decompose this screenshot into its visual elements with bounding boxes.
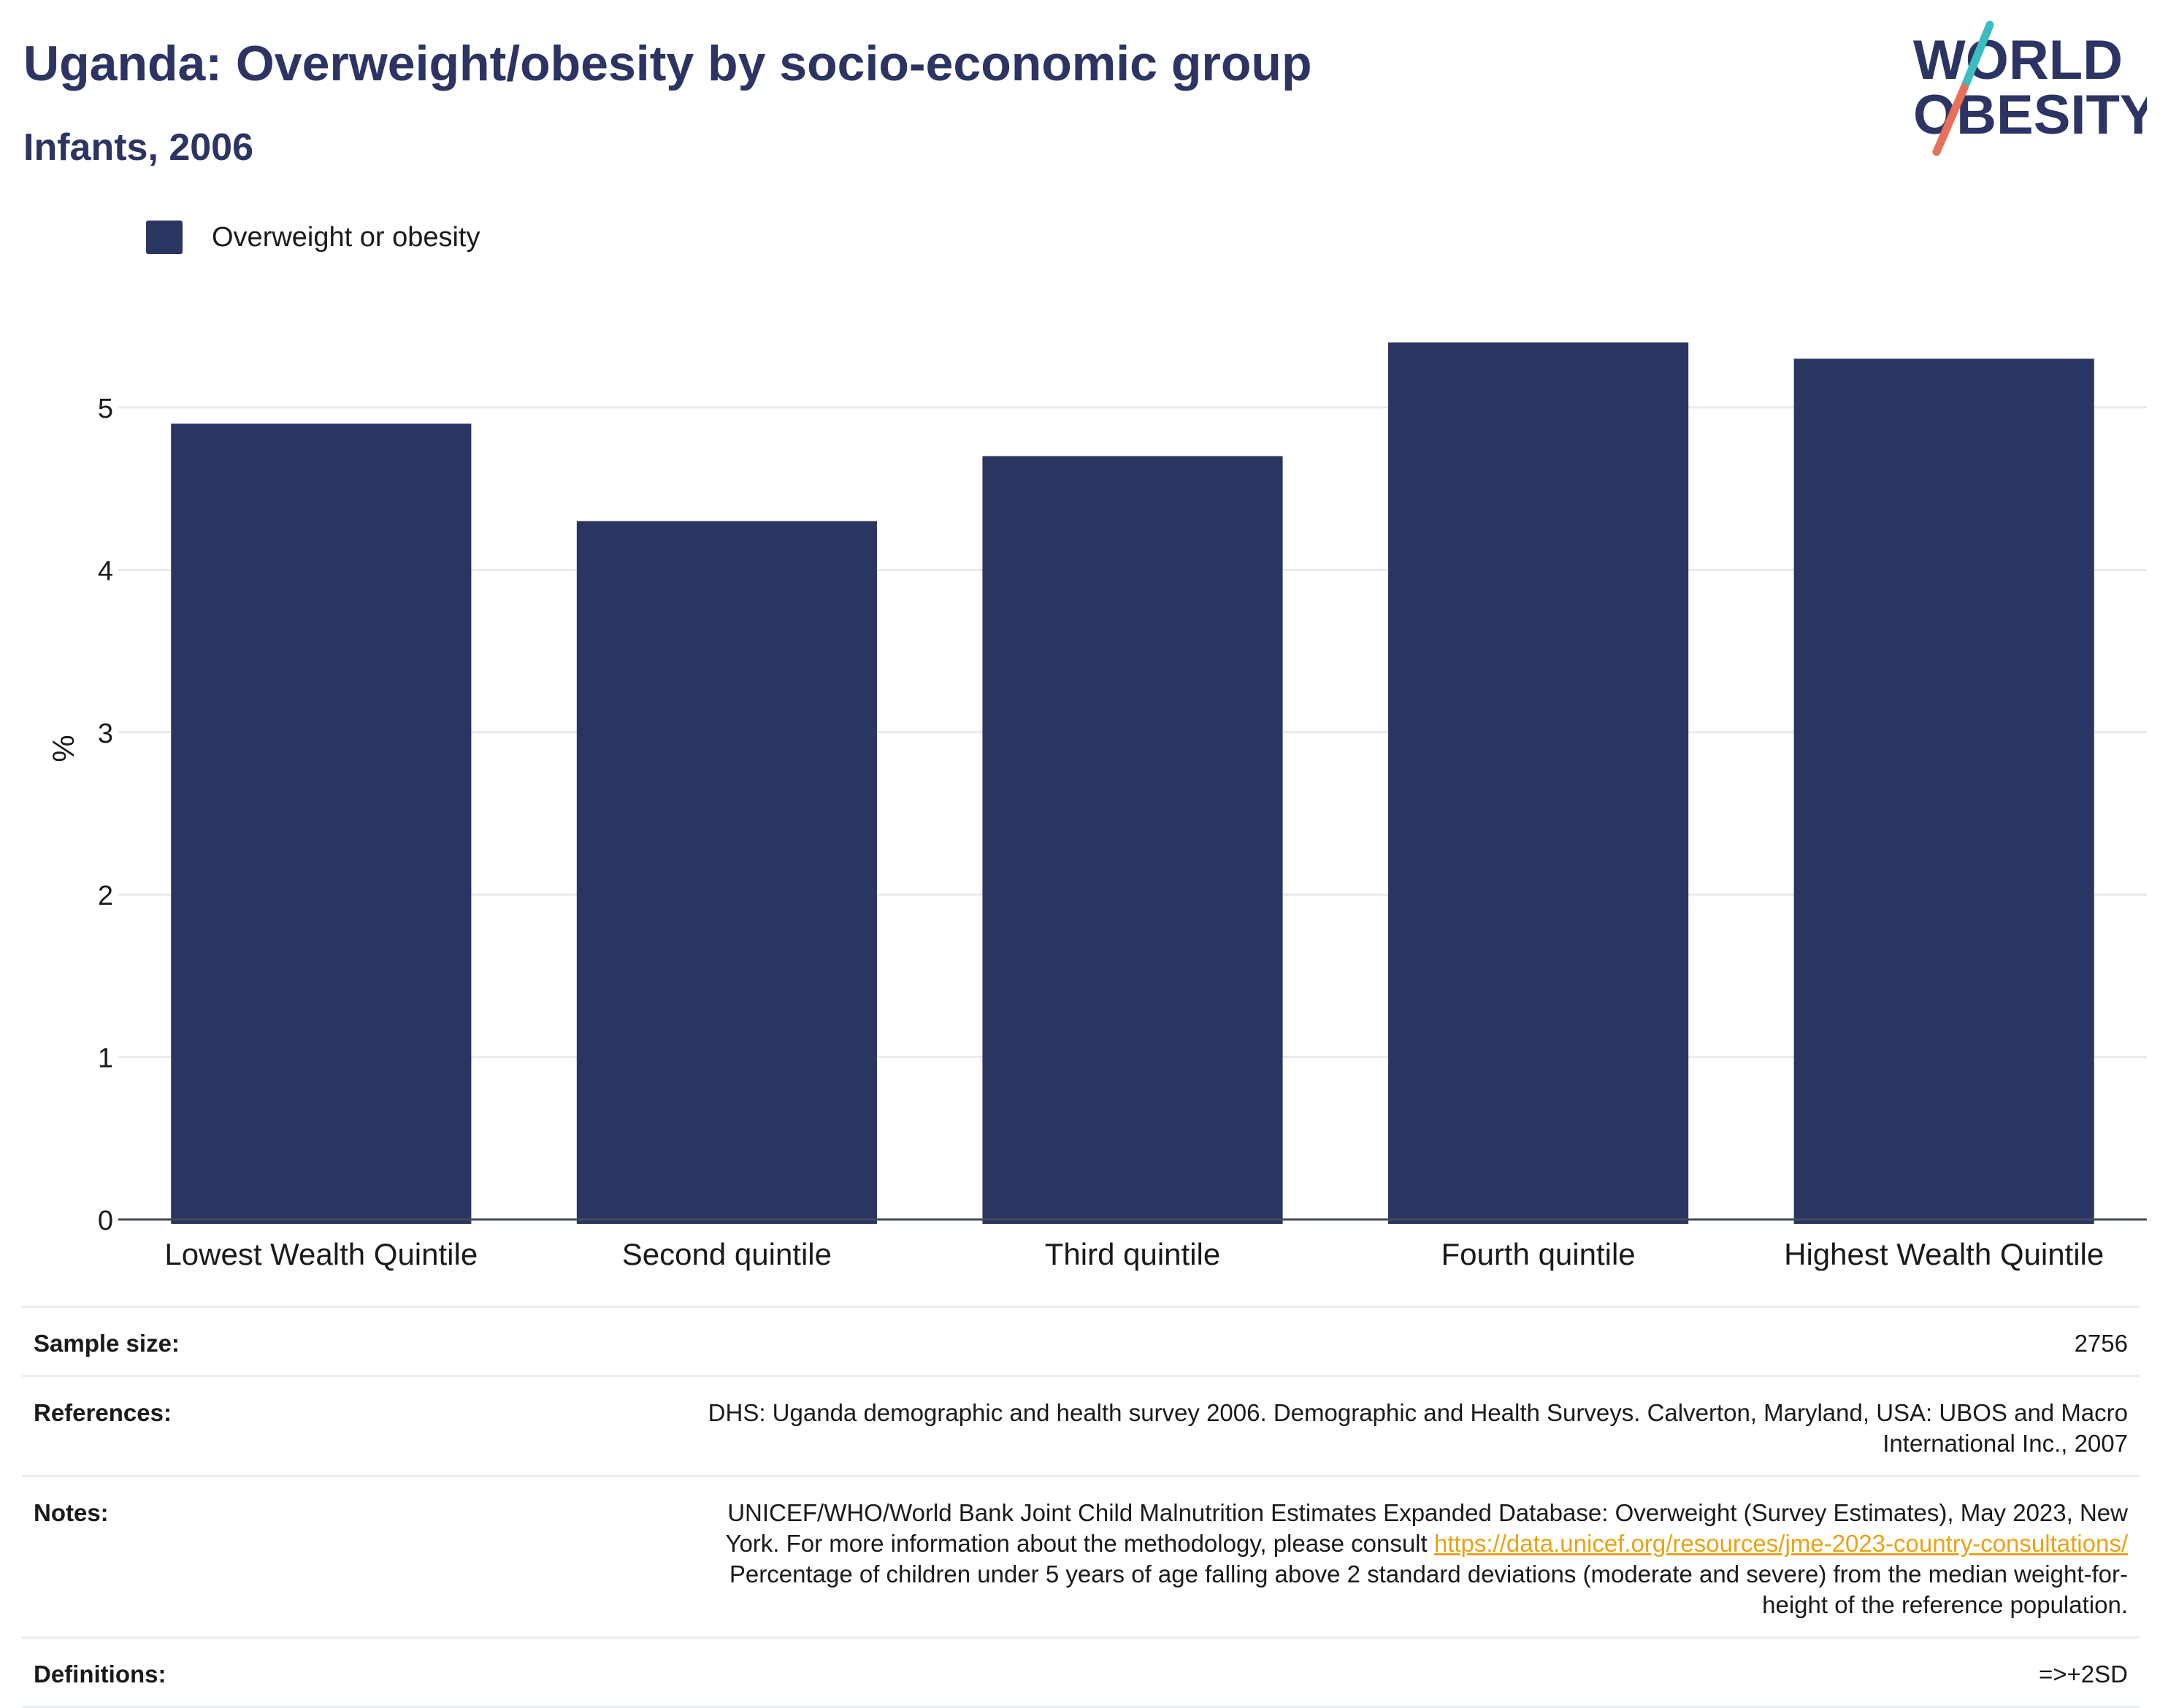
y-tick-label: 3 xyxy=(98,719,113,749)
x-tick-label: Lowest Wealth Quintile xyxy=(164,1237,478,1271)
methodology-link[interactable]: https://data.unicef.org/resources/jme-20… xyxy=(1433,1530,2128,1557)
chart-title: Uganda: Overweight/obesity by socio-econ… xyxy=(23,36,1312,91)
bar xyxy=(1388,342,1689,1224)
x-tick-label: Third quintile xyxy=(1045,1237,1220,1271)
logo-slash-top xyxy=(1960,20,1994,92)
legend-label: Overweight or obesity xyxy=(212,221,480,253)
references-label: References: xyxy=(34,1399,172,1426)
axes: 0 1 2 3 4 5% Lowest Wealth Quintile Second quin… xyxy=(46,394,2147,1271)
definitions-label: Definitions: xyxy=(34,1661,166,1688)
notes-line-4: height of the reference population. xyxy=(1762,1591,2128,1618)
bar xyxy=(982,456,1283,1224)
info-row-definitions: Definitions: =>+2SD xyxy=(22,1636,2140,1708)
notes-label: Notes: xyxy=(34,1499,109,1526)
info-row-sample-size: Sample size: 2756 xyxy=(22,1306,2140,1375)
bar-chart: 0 1 2 3 4 5% Lowest Wealth Quintile Second quin… xyxy=(46,342,2147,1271)
bar xyxy=(171,424,472,1225)
info-table: Sample size: 2756 References: DHS: Ugand… xyxy=(22,1306,2140,1708)
y-axis-title: % xyxy=(46,735,80,762)
references-line-2: International Inc., 2007 xyxy=(1883,1430,2128,1457)
world-obesity-logo: WORLD OBESITY xyxy=(1913,20,2147,156)
y-tick-label: 5 xyxy=(98,394,113,424)
chart-legend: Overweight or obesity xyxy=(146,219,480,256)
notes-line-2-text: York. For more information about the met… xyxy=(725,1530,1434,1557)
notes-line-2: York. For more information about the met… xyxy=(296,1528,2128,1559)
y-tick-label: 0 xyxy=(98,1206,113,1236)
bars xyxy=(171,342,2094,1225)
logo-slash-bottom xyxy=(1932,83,1969,156)
sample-size-label: Sample size: xyxy=(34,1330,180,1357)
legend-swatch xyxy=(146,221,183,254)
notes-value: UNICEF/WHO/World Bank Joint Child Malnut… xyxy=(296,1498,2128,1620)
chart-subtitle: Infants, 2006 xyxy=(23,126,254,169)
y-tick-label: 4 xyxy=(98,556,113,586)
sample-size-value: 2756 xyxy=(2074,1330,2128,1357)
references-line-1: DHS: Uganda demographic and health surve… xyxy=(708,1399,2128,1426)
notes-line-1: UNICEF/WHO/World Bank Joint Child Malnut… xyxy=(727,1499,2128,1526)
logo-text-world: WORLD xyxy=(1913,29,2123,91)
bar xyxy=(576,521,877,1224)
bar xyxy=(1793,359,2094,1224)
x-tick-label: Highest Wealth Quintile xyxy=(1784,1237,2104,1271)
x-tick-label: Fourth quintile xyxy=(1441,1237,1636,1271)
info-row-references: References: DHS: Uganda demographic and … xyxy=(22,1375,2140,1475)
x-tick-label: Second quintile xyxy=(622,1237,832,1271)
y-tick-label: 2 xyxy=(98,881,113,911)
definitions-value: =>+2SD xyxy=(2038,1661,2128,1688)
notes-line-3: Percentage of children under 5 years of … xyxy=(729,1560,2128,1588)
references-value: DHS: Uganda demographic and health surve… xyxy=(296,1398,2128,1459)
info-row-notes: Notes: UNICEF/WHO/World Bank Joint Child… xyxy=(22,1475,2140,1636)
y-tick-label: 1 xyxy=(98,1043,113,1074)
